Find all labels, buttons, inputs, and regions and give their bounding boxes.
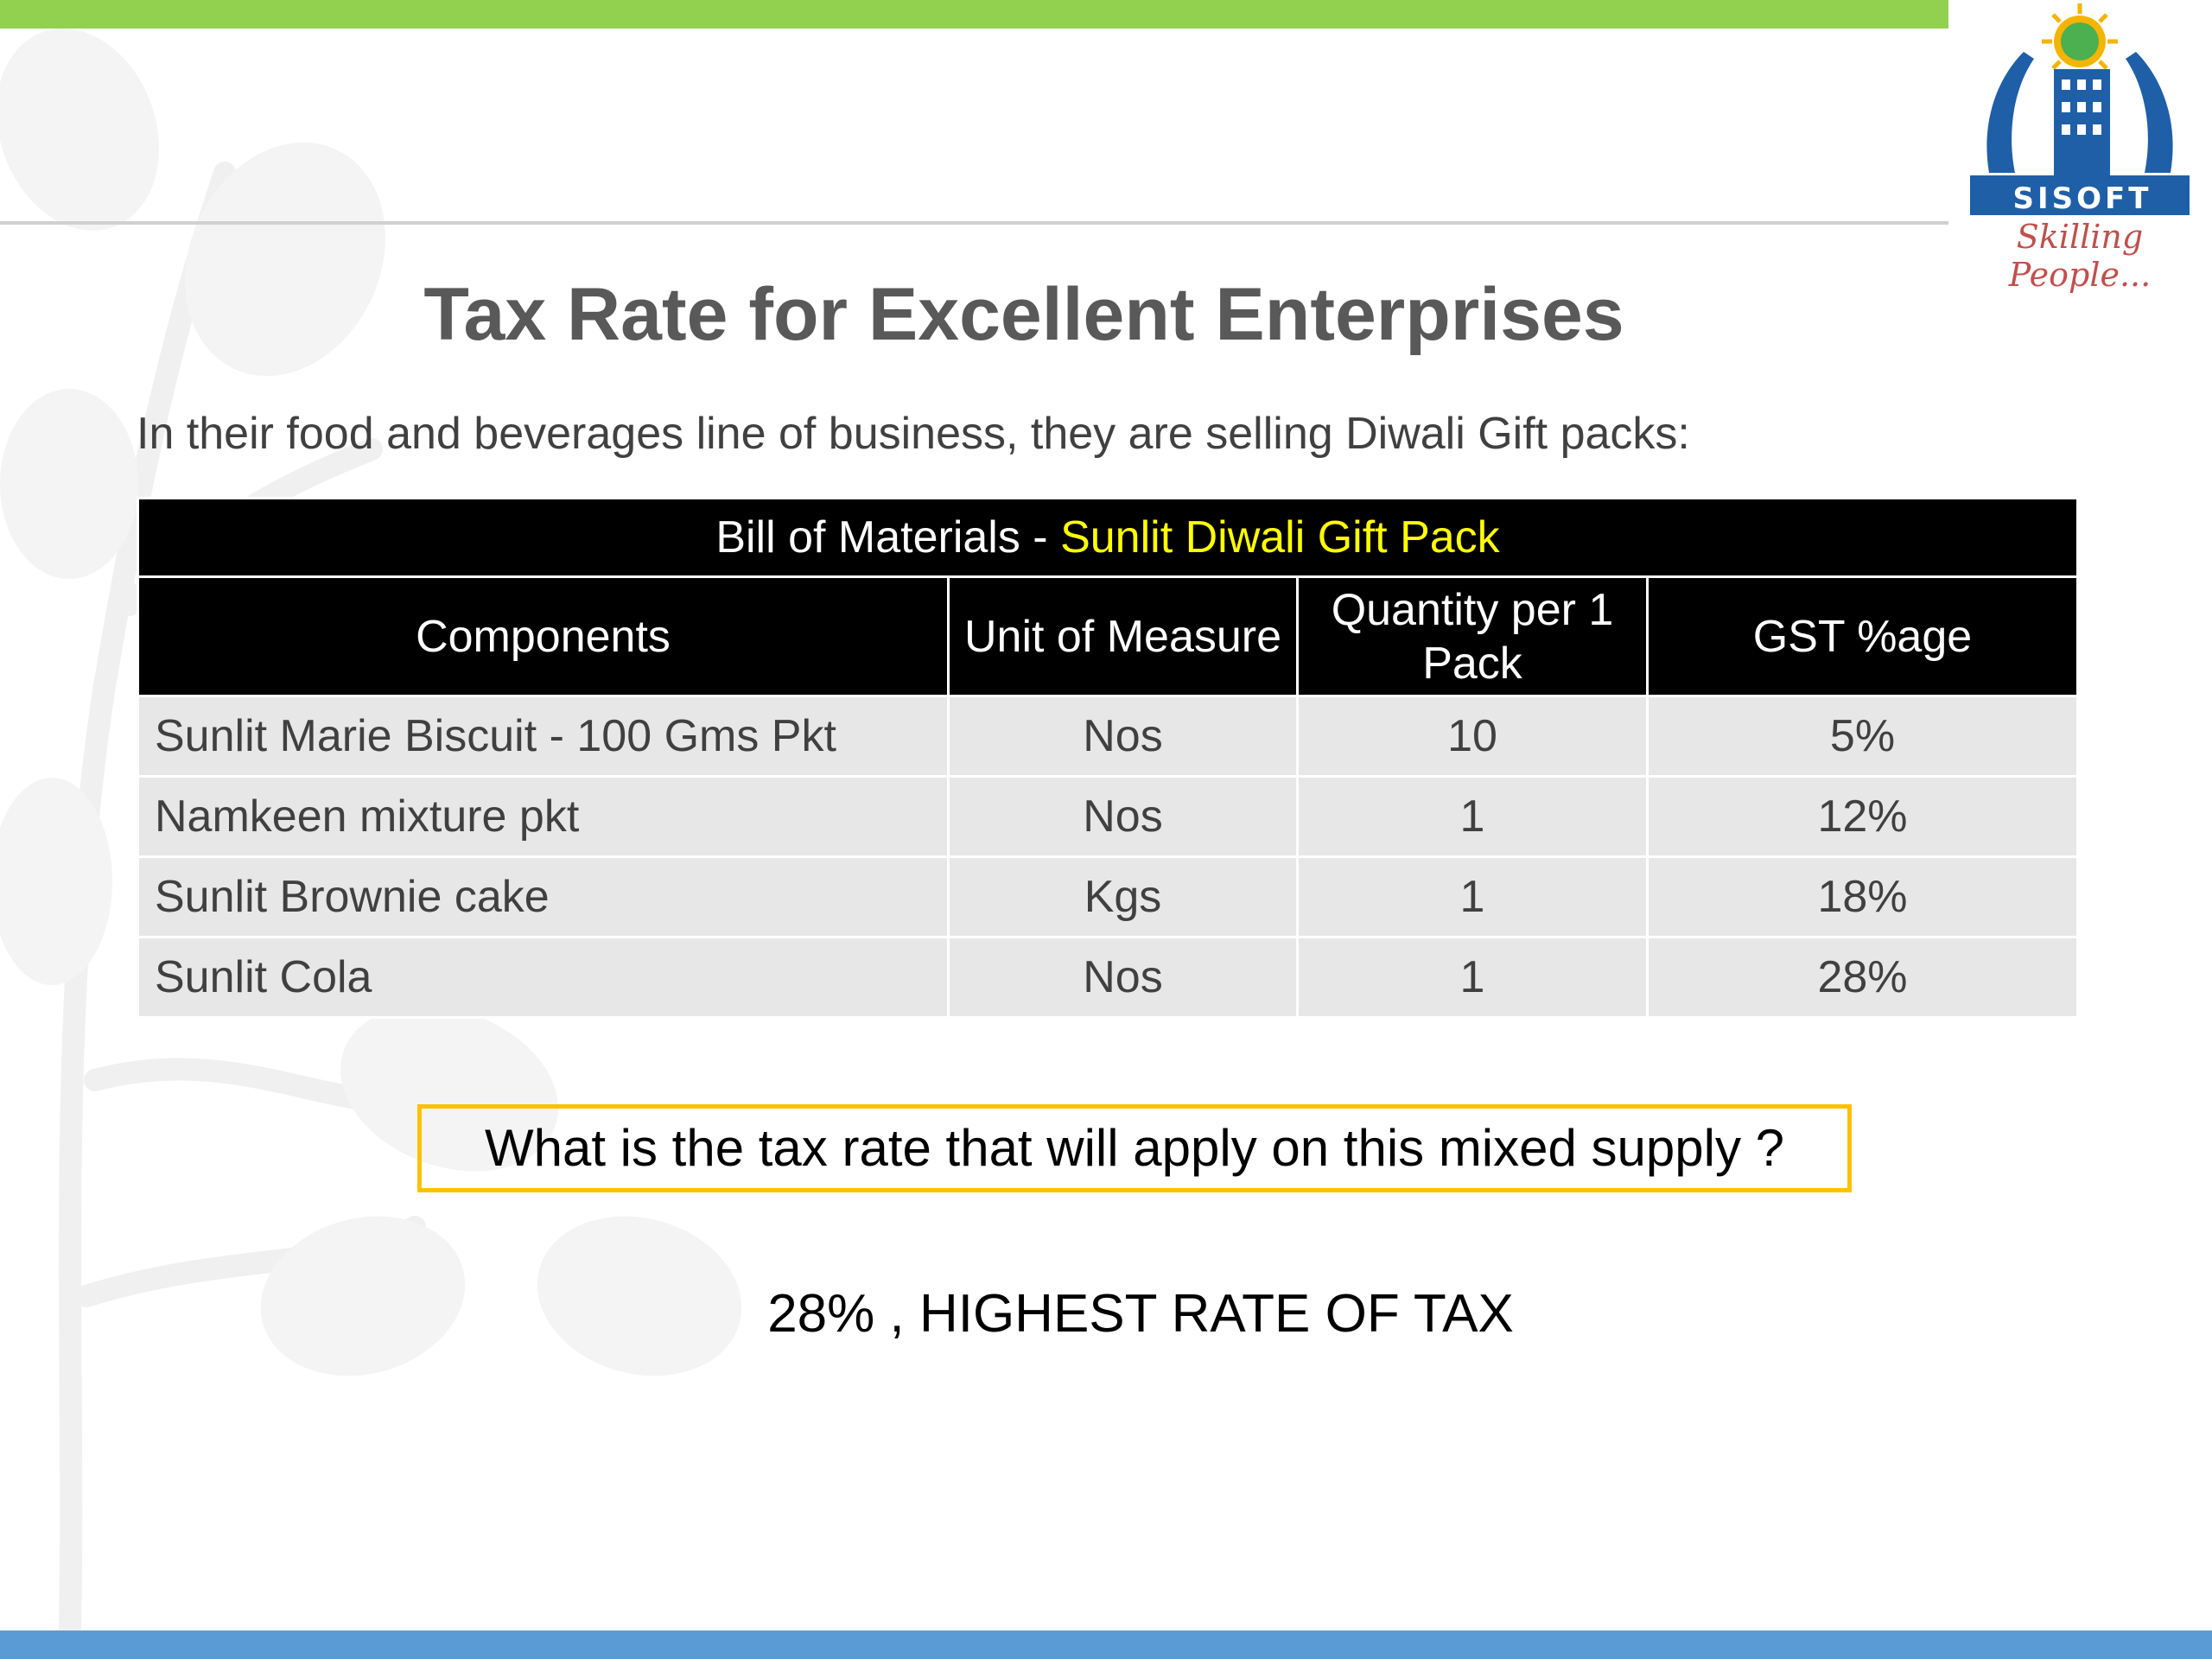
- answer-text: 28% , HIGHEST RATE OF TAX: [767, 1284, 1514, 1344]
- unit-cell: Nos: [947, 936, 1299, 1019]
- sun-icon: [2042, 3, 2118, 79]
- gst-cell: 5%: [1646, 695, 2079, 778]
- unit-cell: Kgs: [947, 855, 1299, 938]
- bottom-accent-bar: [0, 1630, 2212, 1659]
- table-title: Bill of Materials - Sunlit Diwali Gift P…: [137, 497, 2079, 578]
- component-cell: Sunlit Marie Biscuit - 100 Gms Pkt: [137, 695, 950, 778]
- table-title-highlight: Sunlit Diwali Gift Pack: [1060, 512, 1500, 563]
- gst-cell: 12%: [1646, 775, 2079, 858]
- bill-of-materials-table: Bill of Materials - Sunlit Diwali Gift P…: [137, 497, 2079, 1019]
- unit-cell: Nos: [947, 695, 1299, 778]
- quantity-cell: 1: [1296, 775, 1649, 858]
- top-accent-bar: [0, 0, 1948, 29]
- table-row: Sunlit Brownie cake Kgs 1 18%: [137, 855, 2079, 938]
- gst-cell: 28%: [1646, 936, 2079, 1019]
- column-header-unit: Unit of Measure: [947, 575, 1299, 697]
- component-cell: Sunlit Cola: [137, 936, 950, 1019]
- column-header-quantity: Quantity per 1 Pack: [1296, 575, 1649, 697]
- unit-cell: Nos: [947, 775, 1299, 858]
- logo-name: SISOFT: [2012, 181, 2152, 216]
- column-header-gst: GST %age: [1646, 575, 2079, 697]
- sisoft-logo: [1970, 3, 2190, 215]
- column-header-components: Components: [137, 575, 950, 697]
- table-title-prefix: Bill of Materials -: [715, 512, 1061, 563]
- intro-text: In their food and beverages line of busi…: [137, 409, 1690, 459]
- gst-cell: 18%: [1646, 855, 2079, 938]
- table-row: Sunlit Cola Nos 1 28%: [137, 936, 2079, 1019]
- quantity-cell: 10: [1296, 695, 1649, 778]
- table-row: Namkeen mixture pkt Nos 1 12%: [137, 775, 2079, 858]
- component-cell: Sunlit Brownie cake: [137, 855, 950, 938]
- component-cell: Namkeen mixture pkt: [137, 775, 950, 858]
- logo-tagline: Skilling People...: [2008, 218, 2152, 294]
- quantity-cell: 1: [1296, 936, 1649, 1019]
- question-box: What is the tax rate that will apply on …: [417, 1104, 1852, 1192]
- header-divider: [0, 221, 1948, 225]
- table-row: Sunlit Marie Biscuit - 100 Gms Pkt Nos 1…: [137, 695, 2079, 778]
- page-title: Tax Rate for Excellent Enterprises: [423, 273, 1624, 356]
- quantity-cell: 1: [1296, 855, 1649, 938]
